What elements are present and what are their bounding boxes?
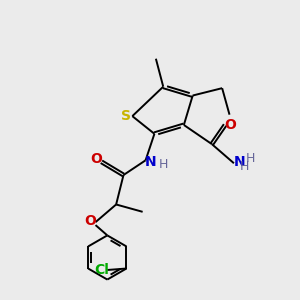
Text: H: H: [245, 152, 255, 165]
Text: S: S: [121, 109, 131, 122]
Text: H: H: [239, 160, 249, 173]
Text: O: O: [84, 214, 96, 228]
Text: N: N: [145, 155, 157, 169]
Text: H: H: [159, 158, 168, 171]
Text: N: N: [234, 155, 246, 169]
Text: O: O: [224, 118, 236, 132]
Text: O: O: [90, 152, 102, 166]
Text: Cl: Cl: [94, 263, 109, 277]
